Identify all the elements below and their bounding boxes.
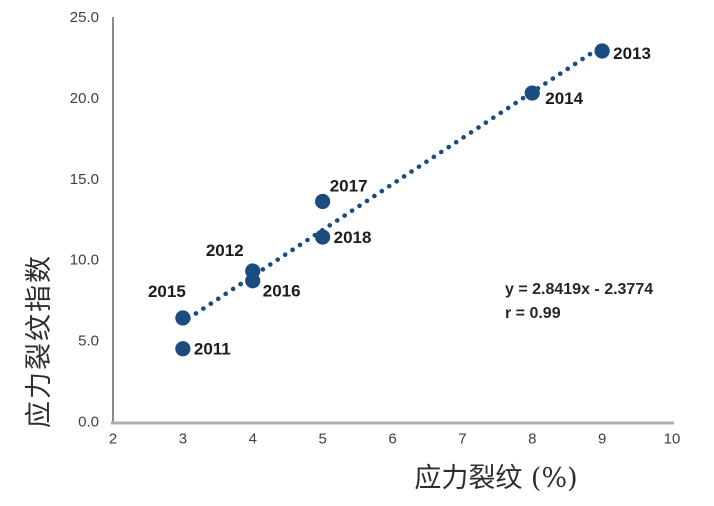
- x-tick-label: 3: [179, 431, 187, 448]
- data-point-label-2011: 2011: [194, 340, 231, 359]
- x-tick-label: 6: [388, 431, 396, 448]
- y-axis-title: 应力裂纹指数: [24, 254, 55, 428]
- data-point-label-2013: 2013: [613, 44, 651, 63]
- data-point-2014: [524, 85, 540, 101]
- data-point-2017: [315, 193, 331, 210]
- trendline-r-value: r = 0.99: [505, 305, 561, 322]
- y-tick-label: 0.0: [78, 414, 99, 431]
- y-tick-label: 20.0: [70, 90, 99, 107]
- y-tick-label: 25.0: [70, 9, 99, 26]
- y-tick-label: 5.0: [78, 333, 99, 350]
- data-point-2011: [175, 341, 191, 357]
- axes: [111, 17, 674, 425]
- data-point-label-2017: 2017: [330, 176, 368, 195]
- x-tick-label: 5: [318, 431, 326, 448]
- x-tick-label: 7: [458, 431, 466, 448]
- data-point-label-2012: 2012: [206, 241, 244, 260]
- x-tick-label: 9: [598, 431, 606, 448]
- x-axis-title: 应力裂纹 (%): [414, 463, 578, 494]
- data-point-label-2014: 2014: [545, 89, 583, 108]
- trendline-equation-line: y = 2.8419x - 2.3774: [505, 281, 654, 298]
- data-point-label-2015: 2015: [148, 282, 186, 301]
- axis-tick-labels: 2 3 4 5 6 7 8 9 10 0.0 5.0 10.0 15.0 20.0 25.0: [70, 9, 681, 448]
- data-point-2016: [245, 273, 261, 289]
- data-point-label-2018: 2018: [334, 228, 372, 247]
- x-tick-label: 2: [109, 431, 117, 448]
- data-points: [175, 43, 610, 357]
- y-tick-label: 15.0: [70, 171, 99, 188]
- data-point-2015: [175, 310, 191, 326]
- trendline-equation: y = 2.8419x - 2.3774 r = 0.99: [505, 278, 653, 326]
- x-tick-label: 8: [528, 431, 536, 448]
- data-point-2018: [315, 229, 331, 245]
- data-point-label-2016: 2016: [263, 282, 301, 301]
- data-point-2013: [594, 43, 610, 59]
- x-tick-label: 4: [249, 431, 257, 448]
- y-tick-label: 10.0: [70, 252, 99, 269]
- data-point-labels: 2011 2015 2012 2016 2017 2018 2014 2013: [148, 44, 651, 359]
- x-tick-label: 10: [664, 431, 681, 448]
